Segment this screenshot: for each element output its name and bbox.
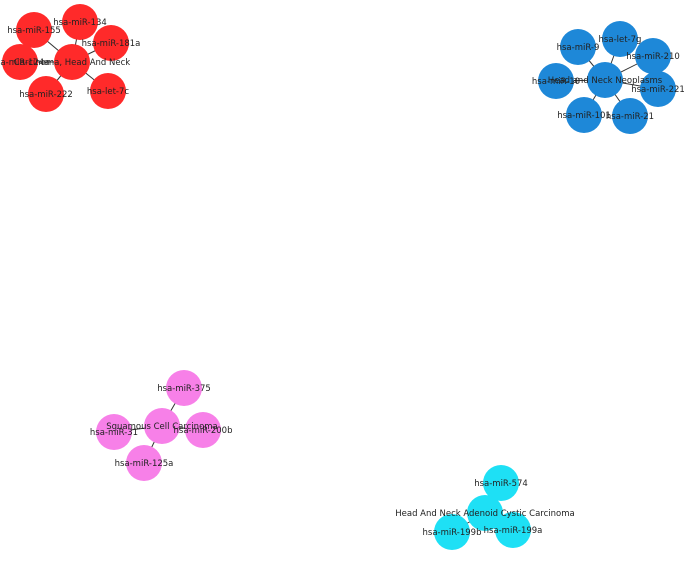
mirna-node[interactable] (495, 512, 531, 548)
mirna-node[interactable] (560, 29, 596, 65)
node-label: hsa-miR-221 (631, 85, 685, 95)
node-label: hsa-miR-200b (174, 426, 233, 436)
node-label: hsa-miR-21 (606, 112, 654, 122)
mirna-node[interactable] (566, 97, 602, 133)
node-label: hsa-miR-574 (474, 479, 528, 489)
mirna-node[interactable] (185, 412, 221, 448)
hub-label: Squamous Cell Carcinoma (106, 422, 218, 432)
mirna-node[interactable] (538, 63, 574, 99)
mirna-node[interactable] (612, 98, 648, 134)
node-label: hsa-miR-124a (0, 58, 49, 68)
mirna-node[interactable] (640, 71, 676, 107)
mirna-node[interactable] (90, 73, 126, 109)
node-label: hsa-let-7g (599, 35, 642, 45)
node-label: hsa-miR-375 (157, 384, 211, 394)
hub-label: Head And Neck Adenoid Cystic Carcinoma (395, 509, 574, 519)
node-label: hsa-miR-31 (90, 428, 138, 438)
node-label: hsa-miR-210 (626, 52, 680, 62)
node-label: hsa-miR-181a (82, 39, 141, 49)
hub-node[interactable] (587, 62, 623, 98)
mirna-node[interactable] (602, 21, 638, 57)
node-label: hsa-miR-155 (7, 26, 61, 36)
node-label: hsa-miR-10 (532, 77, 580, 87)
mirna-node[interactable] (16, 12, 52, 48)
hub-node[interactable] (54, 44, 90, 80)
nodes-layer (2, 4, 676, 550)
hub-label: Head and Neck Neoplasms (548, 76, 663, 86)
node-label: hsa-miR-125a (115, 459, 174, 469)
hub-label: Carcinoma, Head And Neck (14, 58, 130, 68)
node-label: hsa-let-7c (87, 87, 129, 97)
mirna-node[interactable] (62, 4, 98, 40)
mirna-node[interactable] (434, 514, 470, 550)
mirna-node[interactable] (483, 465, 519, 501)
hub-node[interactable] (144, 408, 180, 444)
mirna-node[interactable] (2, 44, 38, 80)
node-label: hsa-miR-222 (19, 90, 73, 100)
mirna-node[interactable] (96, 414, 132, 450)
hub-node[interactable] (467, 495, 503, 531)
node-label: hsa-miR-101 (557, 111, 611, 121)
node-label: hsa-miR-199b (423, 528, 482, 538)
mirna-node[interactable] (28, 76, 64, 112)
mirna-node[interactable] (126, 445, 162, 481)
mirna-node[interactable] (635, 38, 671, 74)
mirna-node[interactable] (93, 25, 129, 61)
mirna-node[interactable] (166, 370, 202, 406)
node-label: hsa-miR-199a (484, 526, 543, 536)
node-label: hsa-miR-9 (557, 43, 600, 53)
node-label: hsa-miR-134 (53, 18, 107, 28)
